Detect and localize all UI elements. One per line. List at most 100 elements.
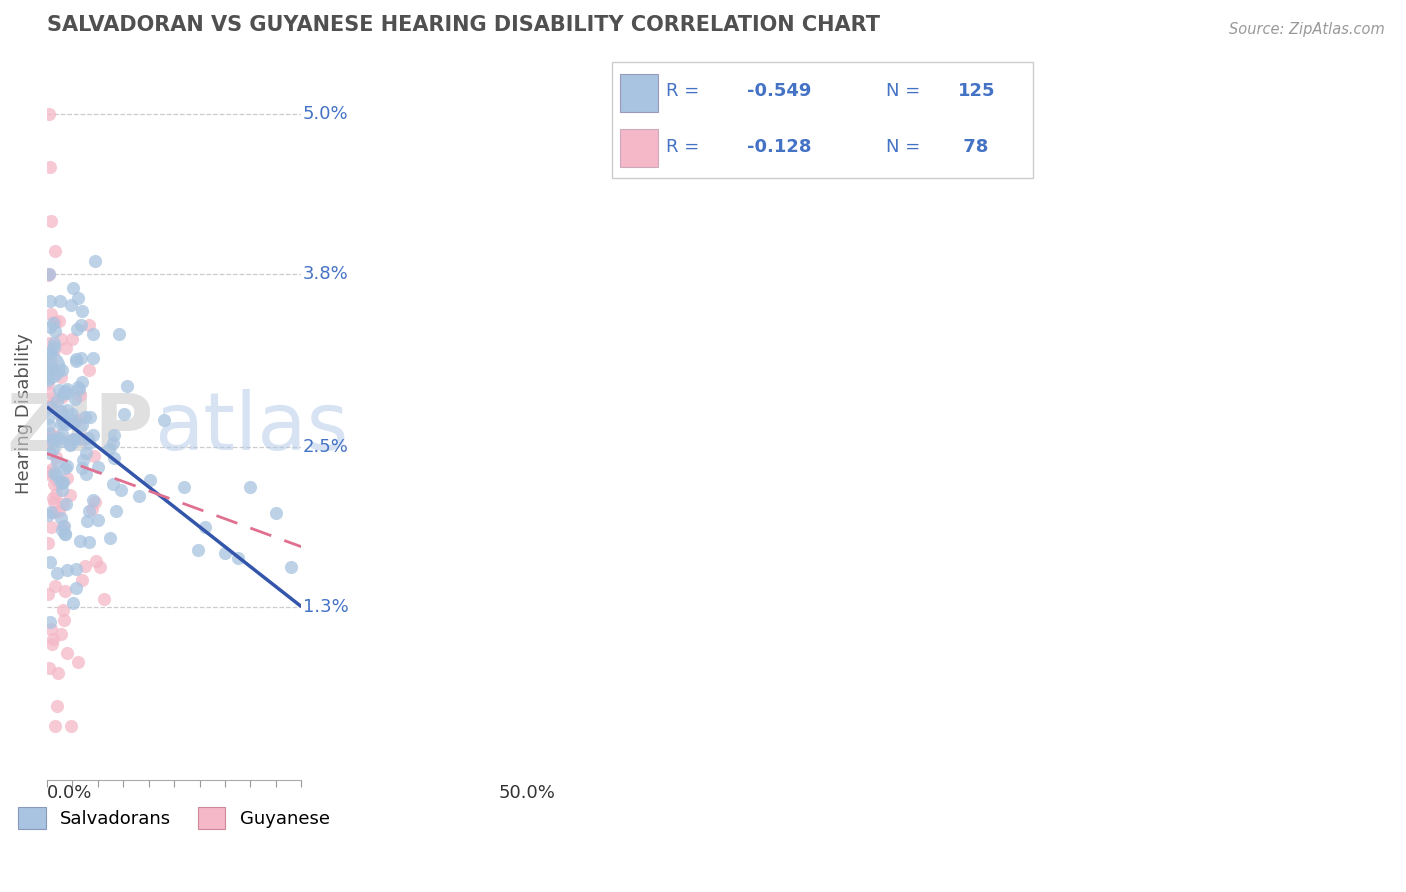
Point [52,613,75,627]
Point [66,413,89,427]
Point [41,623,63,637]
Point [53,526,76,541]
Point [49,510,72,524]
Point [153,413,176,427]
Point [55,497,77,511]
Point [70,461,93,475]
Point [44,244,66,259]
Point [37,399,59,413]
Point [87,459,110,474]
Point [66,380,89,394]
Text: N =: N = [886,82,920,101]
Point [49,293,72,308]
Text: 2.5%: 2.5% [302,438,349,456]
Point [39,161,62,175]
Point [37,360,59,375]
Text: 0.0%: 0.0% [46,784,93,802]
Point [59,437,82,451]
Point [39,468,62,483]
Point [51,483,73,497]
Point [104,504,127,518]
Point [45,394,67,409]
Point [62,596,84,610]
Point [72,375,94,389]
Point [55,458,77,473]
Point [77,503,100,517]
Point [53,384,76,398]
Point [52,417,75,431]
Point [83,450,105,464]
Point [45,450,67,465]
Point [63,417,86,431]
Point [63,392,86,406]
Point [72,453,94,467]
Point [42,316,65,330]
Point [49,475,72,489]
Point [55,417,77,432]
Text: R =: R = [666,82,700,101]
Point [49,332,72,346]
Point [59,437,82,451]
Point [51,475,73,490]
Point [75,446,97,460]
Point [37,373,59,387]
Point [44,476,66,491]
Point [39,446,62,460]
Point [39,368,62,382]
Point [51,523,73,537]
Point [39,354,62,368]
FancyBboxPatch shape [620,74,658,112]
Point [38,267,60,281]
FancyBboxPatch shape [620,129,658,167]
Point [65,351,87,366]
Text: 78: 78 [957,137,988,155]
Point [51,363,73,377]
Point [39,307,62,321]
Point [41,344,63,359]
Point [53,519,76,533]
Point [86,554,108,568]
Point [93,592,115,607]
Point [45,474,67,488]
Point [44,719,66,733]
Point [65,354,87,368]
Point [173,480,195,494]
Point [69,388,91,402]
Point [39,320,62,334]
Point [67,291,90,305]
Point [39,615,62,629]
Point [39,520,62,534]
Point [82,327,104,342]
Point [41,361,63,376]
Point [187,542,209,557]
Point [51,627,73,641]
Point [69,351,91,366]
Point [42,336,65,351]
Point [42,495,65,509]
Point [87,513,110,527]
Point [60,413,83,427]
Point [38,347,60,361]
Point [70,304,93,318]
Point [41,434,63,448]
Point [53,527,76,541]
Point [39,293,62,308]
Point [44,324,66,338]
Point [62,281,84,295]
Point [63,432,86,446]
Point [42,432,65,446]
Point [39,400,62,414]
Point [69,318,91,332]
Point [103,451,125,466]
Text: 1.3%: 1.3% [302,598,349,615]
Point [280,559,302,574]
Point [45,699,67,714]
Point [37,508,59,522]
Legend: Salvadorans, Guyanese: Salvadorans, Guyanese [11,800,337,837]
Point [56,383,79,397]
Point [49,369,72,384]
Point [138,473,160,487]
Point [239,480,262,494]
Point [51,412,73,426]
Point [39,430,62,444]
